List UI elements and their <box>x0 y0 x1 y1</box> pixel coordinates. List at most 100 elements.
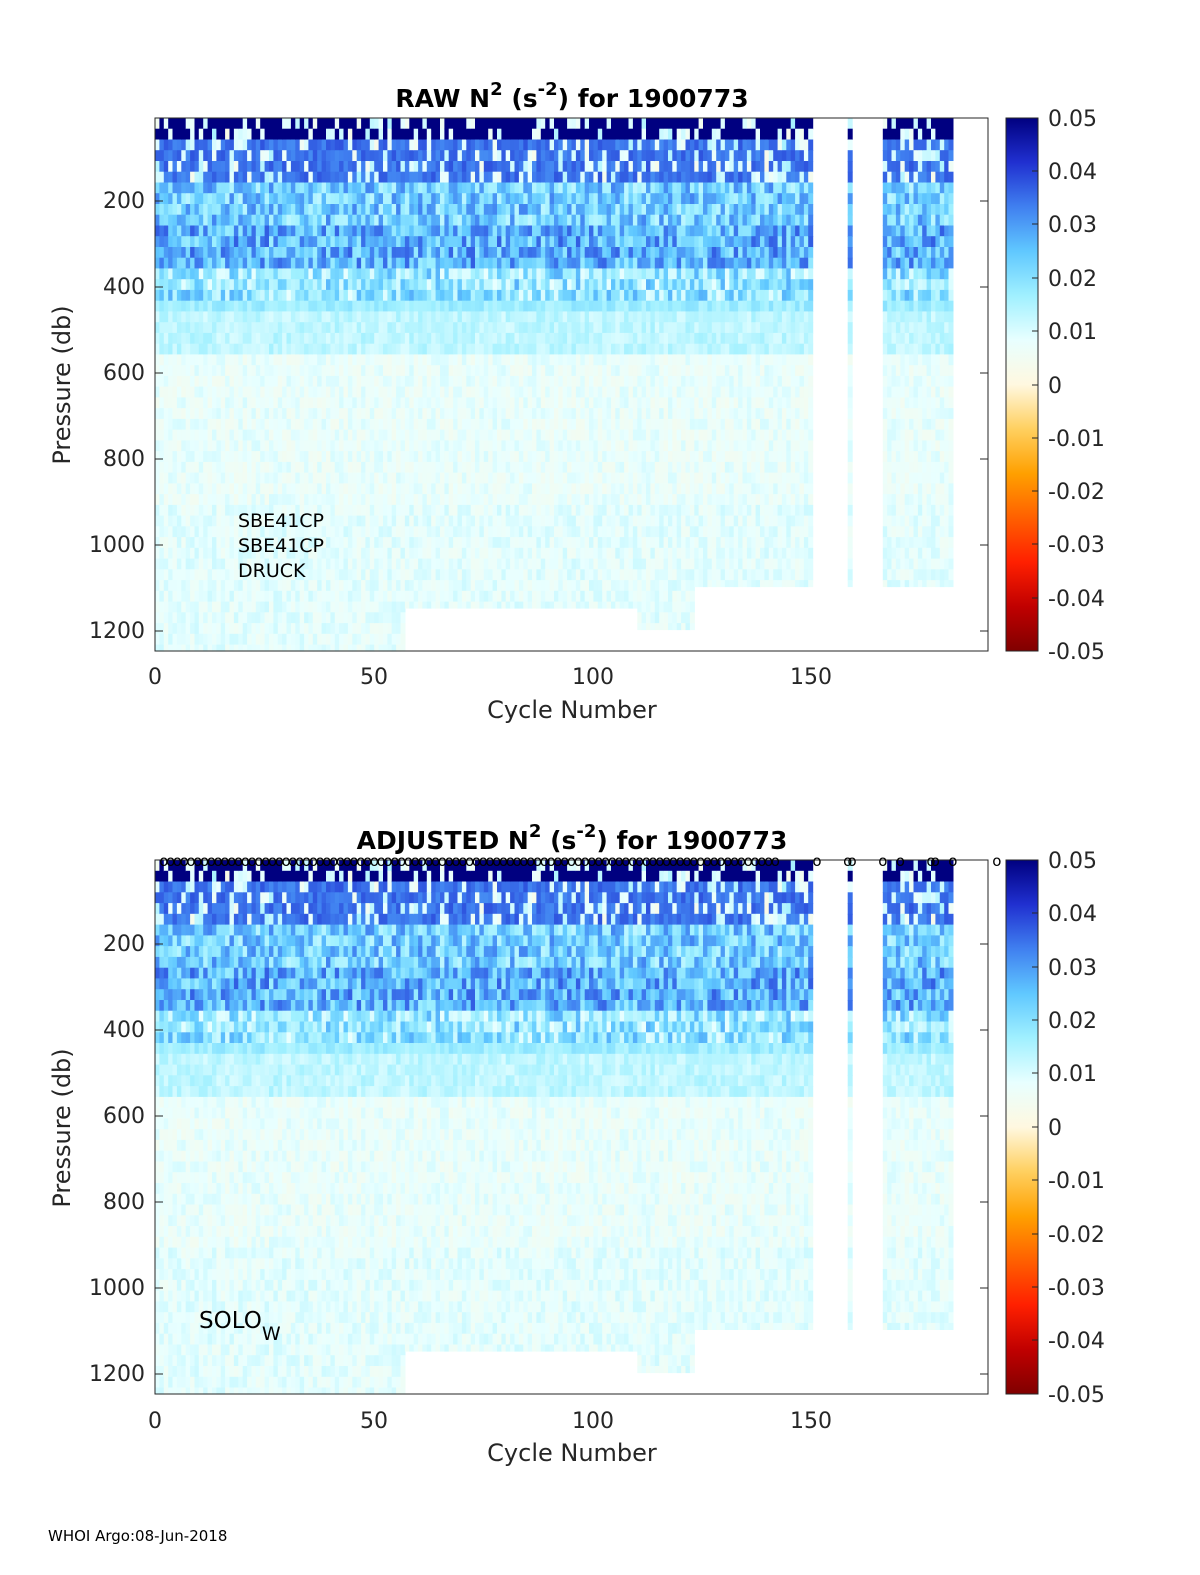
heatmap-cell <box>260 623 266 635</box>
heatmap-cell <box>457 429 463 441</box>
heatmap-cell <box>269 504 274 517</box>
heatmap-cell <box>339 279 345 291</box>
heatmap-cell <box>554 150 559 162</box>
heatmap-cell <box>444 494 450 506</box>
heatmap-cell <box>602 247 608 259</box>
heatmap-cell <box>540 472 546 484</box>
heatmap-cell <box>168 214 174 226</box>
heatmap-cell <box>575 547 581 560</box>
heatmap-cell <box>527 150 533 162</box>
heatmap-cell <box>558 440 564 452</box>
heatmap-cell <box>365 204 371 216</box>
heatmap-cell <box>321 483 327 495</box>
heatmap-cell <box>488 590 494 603</box>
heatmap-cell <box>330 247 336 259</box>
heatmap-cell <box>597 375 603 388</box>
heatmap-cell <box>466 590 472 603</box>
heatmap-cell <box>299 118 305 130</box>
heatmap-cell <box>212 558 217 570</box>
heatmap-cell <box>295 225 301 237</box>
heatmap-cell <box>453 461 459 474</box>
heatmap-cell <box>312 300 318 312</box>
heatmap-cell <box>233 247 239 259</box>
heatmap-cell <box>523 322 529 334</box>
heatmap-cell <box>400 279 406 291</box>
heatmap-cell <box>290 526 296 538</box>
heatmap-cell <box>593 440 599 452</box>
heatmap-cell <box>260 171 266 183</box>
heatmap-cell <box>203 569 209 581</box>
heatmap-cell <box>190 300 196 312</box>
heatmap-cell <box>488 418 494 431</box>
heatmap-cell <box>260 461 266 474</box>
heatmap-cell <box>185 429 191 441</box>
heatmap-cell <box>483 547 489 560</box>
heatmap-cell <box>334 236 340 248</box>
heatmap-cell <box>352 322 358 334</box>
heatmap-cell <box>404 236 410 248</box>
heatmap-cell <box>589 558 594 570</box>
heatmap-cell <box>365 408 371 420</box>
heatmap-cell <box>523 279 529 291</box>
heatmap-cell <box>190 268 196 280</box>
heatmap-cell <box>251 504 257 517</box>
heatmap-cell <box>269 343 274 355</box>
heatmap-cell <box>334 332 340 345</box>
heatmap-cell <box>435 472 441 484</box>
heatmap-cell <box>326 590 331 603</box>
heatmap-cell <box>602 580 608 592</box>
heatmap-cell <box>365 644 371 652</box>
heatmap-cell <box>334 440 340 452</box>
heatmap-cell <box>238 633 244 646</box>
heatmap-cell <box>286 612 292 624</box>
heatmap-cell <box>216 537 222 549</box>
heatmap-cell <box>198 472 204 484</box>
heatmap-cell <box>207 118 213 130</box>
heatmap-cell <box>181 408 187 420</box>
heatmap-cell <box>172 257 178 269</box>
heatmap-cell <box>194 225 200 237</box>
heatmap-cell <box>369 300 375 312</box>
heatmap-cell <box>159 150 165 162</box>
heatmap-cell <box>260 440 266 452</box>
heatmap-cell <box>440 418 445 431</box>
heatmap-cell <box>492 472 498 484</box>
heatmap-cell <box>479 257 485 269</box>
heatmap-cell <box>457 139 463 151</box>
heatmap-cell <box>361 343 367 355</box>
heatmap-cell <box>589 171 594 183</box>
heatmap-cell <box>440 547 445 560</box>
heatmap-cell <box>391 569 397 581</box>
heatmap-cell <box>251 247 257 259</box>
heatmap-cell <box>422 247 428 259</box>
heatmap-cell <box>347 418 353 431</box>
heatmap-cell <box>247 161 253 173</box>
heatmap-cell <box>247 279 253 291</box>
heatmap-cell <box>475 300 480 312</box>
heatmap-cell <box>536 332 542 345</box>
heatmap-cell <box>198 590 204 603</box>
heatmap-cell <box>602 451 608 463</box>
heatmap-cell <box>155 590 160 603</box>
heatmap-cell <box>378 526 384 538</box>
heatmap-cell <box>435 289 441 302</box>
heatmap-cell <box>194 451 200 463</box>
heatmap-cell <box>374 289 380 302</box>
heatmap-cell <box>185 472 191 484</box>
heatmap-cell <box>453 311 459 323</box>
heatmap-cell <box>554 601 559 609</box>
heatmap-cell <box>497 590 502 603</box>
heatmap-cell <box>356 343 362 355</box>
heatmap-cell <box>457 204 463 216</box>
heatmap-cell <box>212 526 217 538</box>
heatmap-cell <box>501 225 507 237</box>
heatmap-cell <box>330 472 336 484</box>
heatmap-cell <box>497 193 502 205</box>
heatmap-cell <box>549 483 555 495</box>
heatmap-cell <box>404 171 410 183</box>
heatmap-cell <box>260 483 266 495</box>
heatmap-cell <box>391 128 397 140</box>
heatmap-cell <box>431 558 437 570</box>
heatmap-cell <box>207 633 213 646</box>
heatmap-cell <box>514 332 520 345</box>
